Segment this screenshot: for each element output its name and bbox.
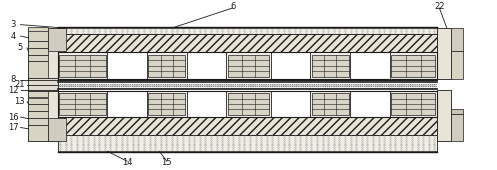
Bar <box>59 94 106 115</box>
Text: 13: 13 <box>14 97 25 106</box>
Bar <box>451 114 463 141</box>
Bar <box>228 94 269 115</box>
Text: 14: 14 <box>122 158 132 167</box>
Text: 8: 8 <box>10 75 16 84</box>
Bar <box>28 90 58 141</box>
Text: 6: 6 <box>230 2 235 11</box>
Text: 5: 5 <box>17 43 22 52</box>
Bar <box>186 52 226 79</box>
Text: 3: 3 <box>10 20 16 29</box>
Bar <box>107 52 147 79</box>
Bar <box>437 28 451 79</box>
Bar <box>451 109 463 114</box>
Bar <box>58 117 437 135</box>
Bar <box>437 90 451 141</box>
Bar <box>350 52 390 79</box>
Bar <box>58 91 437 117</box>
Bar <box>107 91 147 117</box>
Bar <box>28 98 48 104</box>
Bar <box>391 55 435 76</box>
Bar <box>28 27 48 33</box>
Bar <box>391 94 435 115</box>
Bar <box>58 135 437 152</box>
Bar <box>59 55 106 76</box>
Bar <box>271 91 311 117</box>
Bar <box>186 91 226 117</box>
Bar <box>28 111 48 118</box>
Bar <box>28 125 48 141</box>
Bar <box>58 34 437 52</box>
Text: 22: 22 <box>434 2 444 11</box>
Bar <box>28 78 58 91</box>
Bar <box>58 91 437 117</box>
Bar <box>28 28 58 79</box>
Text: 21: 21 <box>14 81 25 89</box>
Bar <box>28 104 48 111</box>
Bar <box>48 28 66 51</box>
Bar <box>28 118 48 125</box>
Bar <box>149 55 185 76</box>
Text: 12: 12 <box>8 86 18 95</box>
Bar <box>48 118 66 141</box>
Bar <box>149 94 185 115</box>
Bar <box>350 91 390 117</box>
Bar <box>451 51 463 79</box>
Bar <box>451 28 463 51</box>
Bar <box>58 52 437 79</box>
Text: 17: 17 <box>8 123 18 132</box>
Text: 4: 4 <box>10 32 16 41</box>
Text: 15: 15 <box>162 158 172 167</box>
Text: 16: 16 <box>8 113 18 122</box>
Bar <box>28 41 48 48</box>
Bar <box>28 48 48 55</box>
Bar <box>28 90 48 97</box>
Bar <box>28 31 48 41</box>
Bar <box>28 55 48 61</box>
Bar <box>58 52 437 79</box>
Bar <box>271 52 311 79</box>
Bar <box>58 27 437 34</box>
Bar <box>312 94 348 115</box>
Bar <box>228 55 269 76</box>
Bar <box>312 55 348 76</box>
Bar <box>28 61 48 79</box>
